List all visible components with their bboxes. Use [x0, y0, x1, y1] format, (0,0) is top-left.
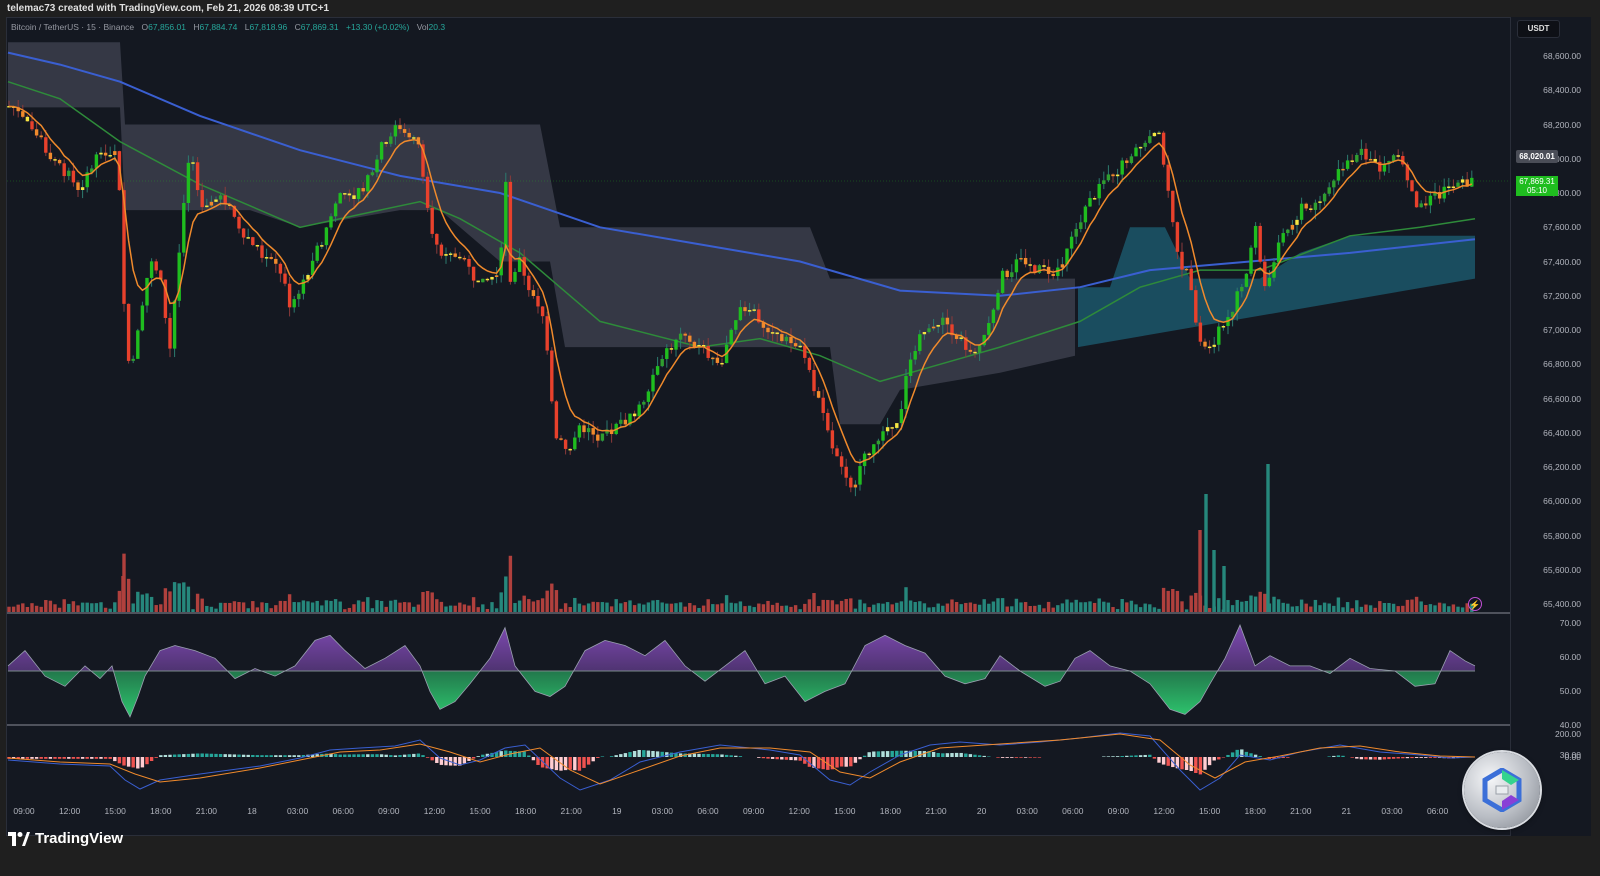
time-tick: 03:00 [651, 806, 674, 816]
candles [7, 100, 1474, 497]
price-tick: 67,600.00 [1543, 222, 1581, 233]
price-tick: 66,200.00 [1543, 462, 1581, 472]
time-tick: 12:00 [788, 806, 810, 816]
macd-tick: 200.00 [1555, 729, 1581, 739]
ema-fast-line [8, 105, 1473, 464]
time-tick: 15:00 [104, 806, 126, 816]
price-tick: 68,200.00 [1543, 119, 1581, 130]
rsi-tick: 50.00 [1559, 686, 1581, 696]
price-tick: 66,600.00 [1543, 393, 1581, 404]
time-tick: 21:00 [560, 806, 582, 816]
time-tick: 19 [612, 806, 622, 816]
time-tick: 21 [1341, 806, 1352, 816]
time-tick: 09:00 [378, 806, 400, 816]
change-value: +13.30 (+0.02%) [345, 22, 410, 32]
price-tick: 65,400.00 [1543, 599, 1581, 609]
volume-bars [7, 464, 1474, 612]
gray-cloud-band [8, 42, 1075, 425]
price-tick: 67,200.00 [1543, 290, 1581, 301]
time-tick: 18 [247, 806, 257, 816]
time-tick: 03:00 [1016, 806, 1038, 816]
rsi-tick: 60.00 [1559, 652, 1581, 662]
rsi-tick: 40.00 [1559, 720, 1581, 730]
rsi-oversold-fill [8, 671, 1475, 717]
rsi-overbought-fill [8, 625, 1475, 671]
time-tick: 03:00 [1381, 806, 1403, 816]
bar-countdown: 05:10 [1526, 186, 1548, 195]
open-value: 67,856.01 [148, 22, 186, 32]
price-tick: 68,000.00 [1543, 153, 1581, 164]
time-tick: 15:00 [469, 806, 491, 816]
time-tick: 03:00 [286, 806, 309, 816]
time-tick: 18:00 [150, 806, 172, 816]
ema-mid-line [7, 80, 1476, 383]
high-value: 67,884.74 [199, 22, 238, 32]
time-tick: 18:00 [879, 806, 902, 816]
time-tick: 09:00 [742, 806, 765, 816]
time-tick: 15:00 [834, 806, 856, 816]
creator-caption: telemac73 created with TradingView.com, … [7, 3, 330, 14]
symbol-name[interactable]: Bitcoin / TetherUS · 15 · Binance [11, 22, 135, 32]
price-tick: 66,400.00 [1543, 427, 1581, 438]
macd-histogram [7, 749, 1465, 775]
time-tick: 06:00 [1062, 806, 1084, 816]
rsi-tick: 30.00 [1559, 750, 1581, 760]
signal-line [7, 733, 1476, 785]
time-tick: 09:00 [13, 806, 35, 816]
macd-line [7, 732, 1476, 791]
price-tick: 65,600.00 [1543, 564, 1581, 575]
hexagon-logo-icon [1482, 768, 1522, 812]
prev-close-label: 68,020.01 [1516, 150, 1558, 163]
time-tick: 21:00 [195, 806, 218, 816]
price-tick: 67,400.00 [1543, 256, 1581, 267]
price-tick: 66,800.00 [1543, 359, 1581, 370]
price-tick: 65,800.00 [1543, 530, 1581, 541]
time-tick: 15:00 [1198, 806, 1221, 816]
time-tick: 06:00 [1426, 806, 1449, 816]
symbol-legend: Bitcoin / TetherUS · 15 · Binance O67,85… [11, 22, 446, 32]
price-axis[interactable]: 68,600.00 68,400.00 68,200.00 68,000.00 67,8… [1510, 17, 1591, 836]
price-tick: 67,000.00 [1543, 325, 1581, 335]
time-tick: 18:00 [514, 806, 537, 816]
price-tick: 66,000.00 [1543, 496, 1581, 507]
close-value: 67,869.31 [300, 22, 339, 32]
time-tick: 12:00 [1153, 806, 1175, 816]
price-tick: 68,400.00 [1543, 85, 1581, 96]
top-bar: telemac73 created with TradingView.com, … [0, 0, 1600, 18]
price-tick: 67,800.00 [1543, 188, 1581, 198]
macd-tick: 0.00 [1564, 752, 1581, 762]
currency-unit-button[interactable]: USDT [1517, 20, 1560, 38]
time-tick: 12:00 [58, 806, 81, 816]
tradingview-logo-icon [8, 831, 30, 846]
time-tick: 18:00 [1244, 806, 1266, 816]
tradingview-logo: TradingView [8, 830, 123, 847]
time-tick: 12:00 [423, 806, 446, 816]
time-tick: 06:00 [332, 806, 354, 816]
rsi-line [7, 624, 1476, 718]
price-tick: 68,600.00 [1543, 51, 1581, 61]
lightning-icon[interactable]: ⚡ [1468, 597, 1482, 611]
rsi-tick: 70.00 [1559, 618, 1581, 628]
time-tick: 21:00 [925, 806, 947, 816]
price-chart-canvas[interactable] [0, 0, 1510, 836]
time-tick: 06:00 [697, 806, 719, 816]
time-tick: 21:00 [1290, 806, 1312, 816]
volume-value: 20.3 [428, 22, 446, 32]
time-tick: 20 [976, 806, 987, 816]
last-price-label: 67,869.31 05:10 [1516, 176, 1558, 196]
watermark-coin-logo [1464, 752, 1540, 828]
low-value: 67,818.96 [249, 22, 288, 32]
time-tick: 09:00 [1107, 806, 1130, 816]
